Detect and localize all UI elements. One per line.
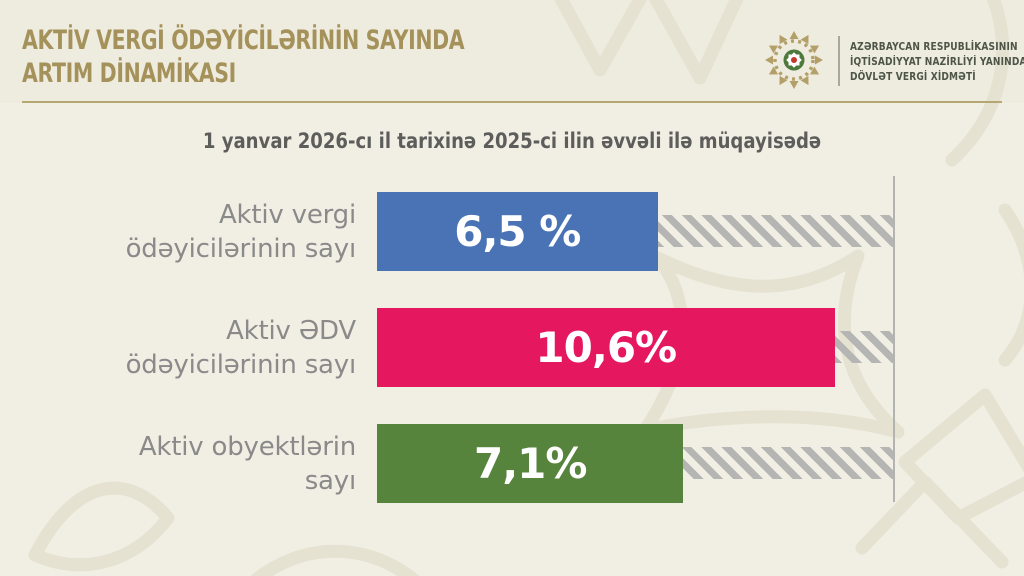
state-tax-service-emblem-icon: [765, 31, 823, 89]
logo-divider: [838, 36, 840, 86]
chart-row: Aktiv obyektlərin sayı 7,1%: [0, 424, 1024, 503]
organization-logo: [762, 28, 826, 92]
page-title-line1: AKTİV VERGİ ÖDƏYİCİLƏRİNİN SAYINDA: [22, 25, 465, 56]
bar-value-label: 6,5 %: [454, 207, 581, 256]
header-band: [0, 0, 1024, 103]
bar-label: Aktiv vergi ödəyicilərinin sayı: [125, 199, 357, 264]
bar-label: Aktiv ƏDV ödəyicilərinin sayı: [125, 315, 357, 380]
header-divider-rule: [22, 101, 1002, 103]
bar: 7,1%: [377, 424, 684, 503]
chart-subtitle: 1 yanvar 2026-cı il tarixinə 2025-ci ili…: [202, 129, 822, 153]
page-title: AKTİV VERGİ ÖDƏYİCİLƏRİNİN SAYINDA ARTIM…: [22, 24, 465, 90]
chart-row: Aktiv ƏDV ödəyicilərinin sayı 10,6%: [0, 308, 1024, 387]
bar: 6,5 %: [377, 192, 658, 271]
axis-reference-line: [893, 176, 895, 502]
bar: 10,6%: [377, 308, 835, 387]
organization-name-line1: AZƏRBAYCAN RESPUBLİKASININ: [850, 40, 1018, 53]
organization-name: AZƏRBAYCAN RESPUBLİKASININ İQTİSADİYYAT …: [850, 39, 1024, 84]
page-title-line2: ARTIM DİNAMİKASI: [22, 58, 236, 89]
bar-label: Aktiv obyektlərin sayı: [138, 431, 356, 496]
chart-row: Aktiv vergi ödəyicilərinin sayı 6,5 %: [0, 192, 1024, 271]
organization-name-line2: İQTİSADİYYAT NAZİRLİYİ YANINDA: [850, 55, 1024, 68]
bar-value-label: 10,6%: [535, 323, 677, 372]
bar-value-label: 7,1%: [473, 439, 587, 488]
organization-name-line3: DÖVLƏT VERGİ XİDMƏTİ: [850, 70, 976, 83]
